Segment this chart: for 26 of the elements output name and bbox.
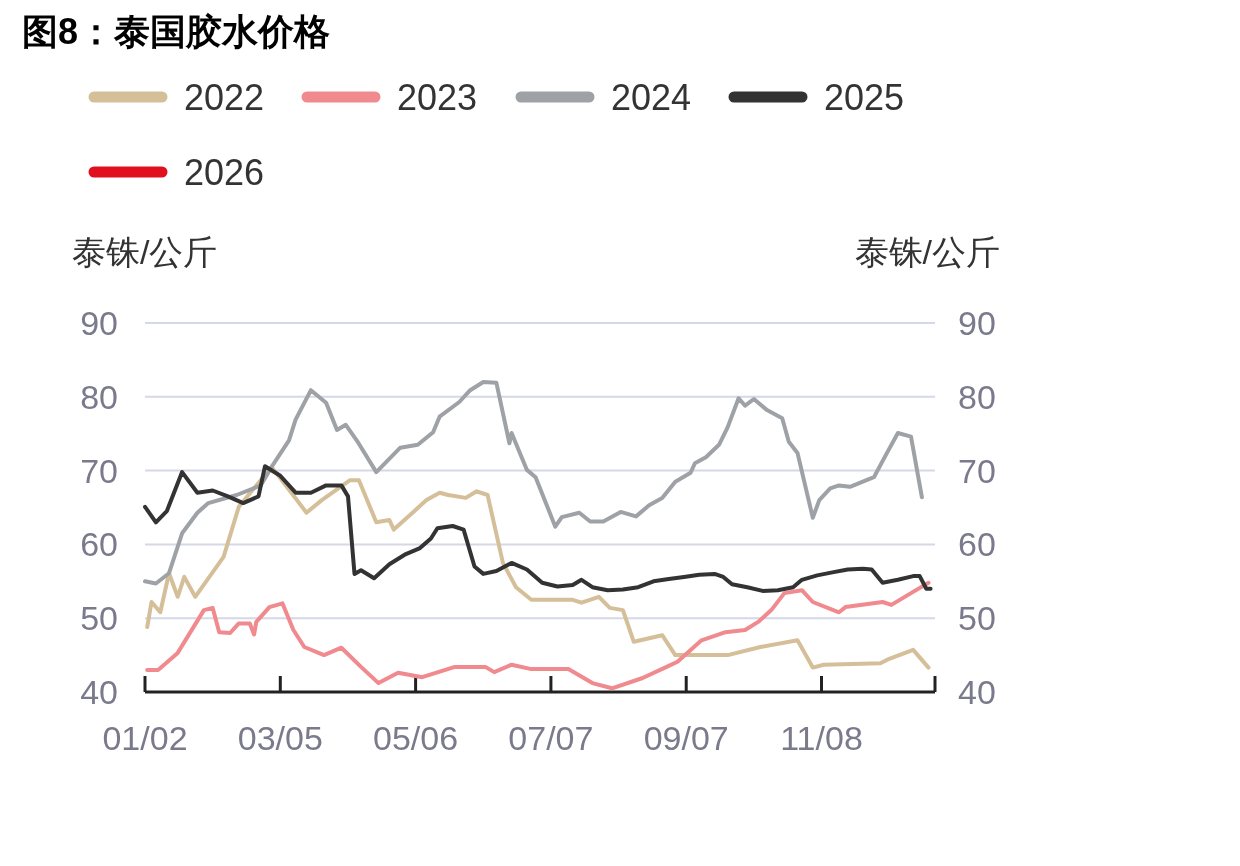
y-tick-label: 70 bbox=[80, 451, 118, 490]
x-tick-label: 11/08 bbox=[780, 719, 863, 757]
y-tick-label: 40 bbox=[80, 673, 118, 711]
legend-label: 2024 bbox=[611, 77, 692, 118]
y2-tick-label: 40 bbox=[958, 673, 996, 711]
x-tick-label: 05/06 bbox=[373, 719, 459, 757]
y2-tick-label: 60 bbox=[958, 525, 996, 564]
y2-tick-label: 50 bbox=[958, 599, 996, 638]
legend-label: 2026 bbox=[184, 152, 265, 193]
y-tick-label: 50 bbox=[80, 599, 118, 638]
legend-label: 2022 bbox=[184, 77, 265, 118]
y2-axis-title: 泰铢/公斤 bbox=[854, 233, 1000, 271]
y2-tick-label: 70 bbox=[958, 451, 996, 490]
x-tick-label: 09/07 bbox=[643, 719, 729, 757]
y2-tick-label: 80 bbox=[958, 377, 996, 416]
y-tick-label: 80 bbox=[80, 377, 118, 416]
x-tick-label: 03/05 bbox=[237, 719, 323, 757]
y-axis-title: 泰铢/公斤 bbox=[72, 233, 218, 271]
y-tick-label: 90 bbox=[80, 304, 118, 342]
x-tick-label: 01/02 bbox=[102, 719, 188, 757]
x-tick-label: 07/07 bbox=[508, 719, 594, 757]
legend-label: 2025 bbox=[824, 77, 905, 118]
chart-title: 图8：泰国胶水价格 bbox=[22, 11, 331, 52]
y-tick-label: 60 bbox=[80, 525, 118, 564]
y2-tick-label: 90 bbox=[958, 304, 996, 342]
legend-label: 2023 bbox=[397, 77, 478, 118]
